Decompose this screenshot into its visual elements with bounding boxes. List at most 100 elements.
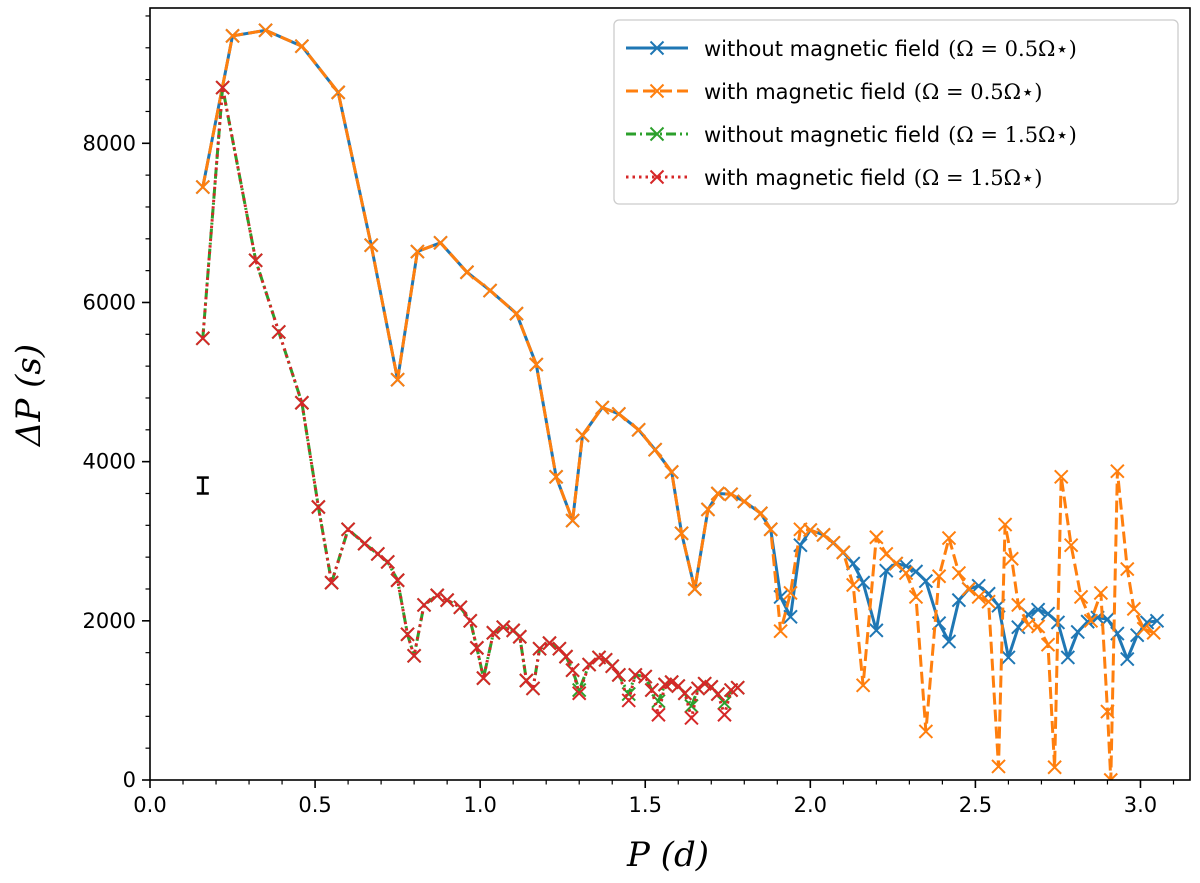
y-tick-label: 8000 bbox=[83, 131, 136, 155]
legend-label: without magnetic field (Ω = 1.5Ω⋆) bbox=[704, 123, 1077, 147]
series-4-point bbox=[542, 635, 557, 651]
series-4-point bbox=[453, 600, 468, 615]
series-2-point bbox=[687, 581, 702, 597]
series-2-point bbox=[971, 589, 986, 605]
series-2-point bbox=[855, 678, 871, 693]
x-tick-label: 0.5 bbox=[298, 793, 331, 817]
series-4-point bbox=[340, 522, 356, 537]
series-4-point bbox=[430, 588, 445, 603]
series-1-point bbox=[1120, 651, 1135, 667]
series-2-point bbox=[1040, 637, 1056, 652]
series-4-point bbox=[476, 670, 491, 686]
series-2-point bbox=[1073, 589, 1089, 605]
legend-entry-2: with magnetic field (Ω = 0.5Ω⋆) bbox=[626, 80, 1042, 104]
axes-layer: 0.0 0.5 1.0 1.5 2.0 2.5 3.0 0 2000 4000 6000 8000 bbox=[83, 7, 1191, 817]
series-2-point bbox=[1063, 538, 1079, 553]
series-4-point bbox=[248, 253, 263, 268]
series-4-point bbox=[512, 629, 527, 644]
series-2-point bbox=[941, 530, 957, 546]
series-2-point bbox=[1011, 597, 1026, 613]
series-2-point bbox=[529, 357, 544, 372]
series-1-point bbox=[1030, 602, 1046, 617]
series-3-point bbox=[684, 698, 699, 714]
series-4-point bbox=[571, 686, 587, 701]
series-4-point bbox=[390, 573, 405, 588]
x-tick-label: 1.5 bbox=[629, 793, 662, 817]
legend-swatch-marker bbox=[649, 40, 665, 56]
series-2-point bbox=[710, 486, 726, 501]
series-2-point bbox=[631, 422, 646, 438]
axes-frame bbox=[149, 7, 1191, 781]
series-4-point bbox=[370, 546, 386, 562]
legend-label-math: (Ω = 0.5Ω⋆) bbox=[948, 37, 1077, 61]
series-4-point bbox=[525, 681, 541, 696]
series-4-point bbox=[416, 597, 432, 613]
series-2-point bbox=[918, 724, 934, 739]
series-2-point bbox=[753, 506, 769, 521]
legend-entry-3: without magnetic field (Ω = 1.5Ω⋆) bbox=[626, 123, 1077, 147]
series-2-point bbox=[1103, 772, 1118, 780]
series-2-point bbox=[898, 565, 914, 581]
series-2-point bbox=[763, 522, 778, 537]
series-2-point bbox=[410, 244, 425, 259]
series-4-point bbox=[565, 662, 580, 678]
series-2-point bbox=[931, 569, 947, 584]
x-tick-label: 2.5 bbox=[959, 793, 992, 817]
series-2-point bbox=[433, 235, 448, 250]
series-1-point bbox=[1149, 613, 1165, 629]
series-4-point bbox=[357, 536, 372, 551]
series-4-point bbox=[406, 648, 422, 664]
series-4-point bbox=[677, 686, 693, 701]
legend-swatch-marker bbox=[649, 83, 665, 99]
series-2-point bbox=[575, 428, 590, 443]
legend-label: with magnetic field (Ω = 1.5Ω⋆) bbox=[704, 166, 1042, 190]
series-1-point bbox=[918, 573, 934, 589]
legend-label-math: (Ω = 0.5Ω⋆) bbox=[914, 80, 1043, 104]
series-2-point bbox=[1120, 561, 1135, 577]
series-2-point bbox=[737, 494, 752, 509]
x-axis-label: P (d) bbox=[626, 835, 709, 875]
legend: without magnetic field (Ω = 0.5Ω⋆)with ma… bbox=[613, 19, 1179, 205]
x-tick-label: 3.0 bbox=[1124, 793, 1157, 817]
x-tick-label: 0.0 bbox=[133, 793, 166, 817]
series-2-point bbox=[1047, 760, 1062, 775]
series-2-point bbox=[908, 589, 924, 605]
series-4-point bbox=[439, 592, 455, 608]
series-2-point bbox=[1126, 601, 1142, 617]
series-2-point bbox=[664, 464, 679, 480]
series-4-point bbox=[486, 625, 501, 640]
series-4-point bbox=[558, 649, 574, 664]
series-layer bbox=[195, 23, 1165, 780]
x-tick-label: 2.0 bbox=[794, 793, 827, 817]
legend-box bbox=[613, 19, 1179, 205]
series-3-point bbox=[571, 682, 587, 698]
series-2-point bbox=[363, 237, 379, 253]
legend-label-math: (Ω = 1.5Ω⋆) bbox=[948, 123, 1077, 147]
series-2-point bbox=[565, 513, 580, 528]
series-2-point bbox=[869, 530, 884, 545]
series-4-point bbox=[311, 499, 326, 515]
series-4-point bbox=[271, 324, 286, 340]
series-2-point bbox=[1030, 619, 1046, 634]
series-1-point bbox=[879, 563, 894, 578]
x-tick-label: 1.0 bbox=[463, 793, 496, 817]
series-2-point bbox=[225, 28, 240, 44]
series-2-point bbox=[1136, 621, 1151, 636]
series-4-point bbox=[195, 331, 211, 346]
series-2-point bbox=[997, 517, 1013, 532]
series-4-point bbox=[717, 707, 732, 722]
series-2-point bbox=[1100, 704, 1115, 719]
series-1-point bbox=[941, 634, 957, 649]
series-4-point bbox=[496, 619, 511, 635]
series-1-point bbox=[1080, 614, 1095, 629]
series-4-point bbox=[605, 658, 620, 674]
series-4-point bbox=[730, 680, 745, 695]
legend-label: with magnetic field (Ω = 0.5Ω⋆) bbox=[704, 80, 1042, 104]
series-2-point bbox=[647, 442, 663, 457]
series-4-point bbox=[215, 80, 230, 95]
legend-entry-4: with magnetic field (Ω = 1.5Ω⋆) bbox=[626, 166, 1042, 190]
series-2-point bbox=[1004, 551, 1019, 566]
series-2-point bbox=[1054, 469, 1069, 484]
series-2-point bbox=[981, 594, 996, 609]
